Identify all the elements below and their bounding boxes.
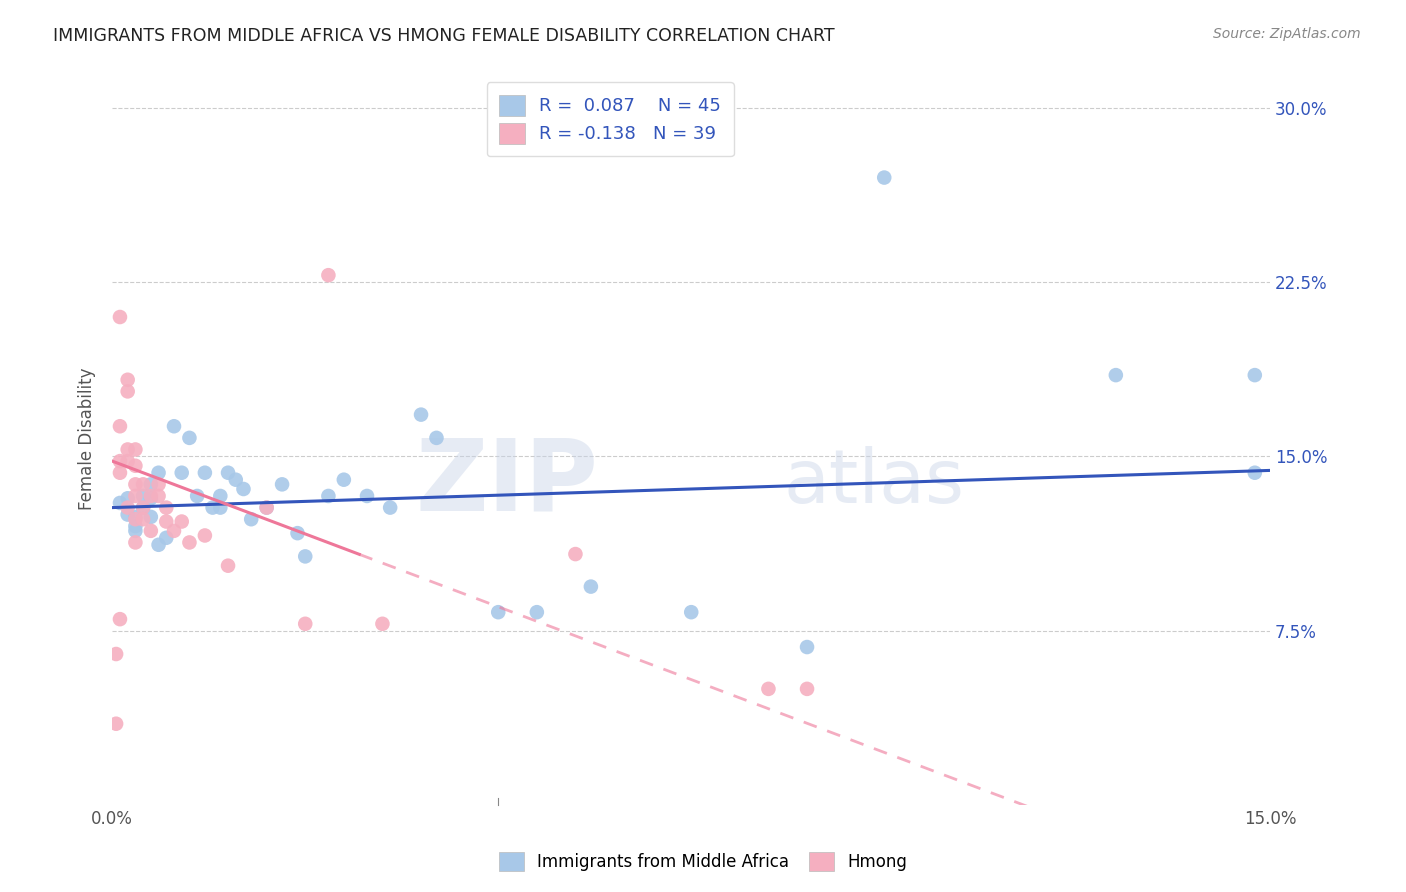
- Point: [124, 489, 146, 503]
- Point: [148, 477, 170, 491]
- Point: [148, 489, 170, 503]
- Point: [758, 681, 780, 696]
- Point: [108, 419, 131, 434]
- Point: [139, 491, 162, 506]
- Point: [209, 489, 232, 503]
- Point: [194, 528, 217, 542]
- Point: [186, 489, 208, 503]
- Point: [1105, 368, 1128, 383]
- Point: [105, 716, 128, 731]
- Point: [217, 466, 239, 480]
- Point: [117, 442, 139, 457]
- Point: [108, 466, 131, 480]
- Point: [873, 170, 896, 185]
- Point: [209, 500, 232, 515]
- Point: [217, 558, 239, 573]
- Point: [225, 473, 247, 487]
- Point: [117, 384, 139, 399]
- Point: [148, 538, 170, 552]
- Point: [170, 515, 193, 529]
- Point: [796, 681, 818, 696]
- Point: [139, 524, 162, 538]
- Point: [139, 509, 162, 524]
- Point: [124, 512, 146, 526]
- Point: [124, 442, 146, 457]
- Y-axis label: Female Disability: Female Disability: [79, 368, 96, 510]
- Point: [333, 473, 356, 487]
- Point: [318, 268, 340, 282]
- Point: [108, 496, 131, 510]
- Point: [132, 489, 155, 503]
- Point: [526, 605, 548, 619]
- Point: [179, 535, 201, 549]
- Point: [139, 489, 162, 503]
- Text: ZIP: ZIP: [416, 434, 599, 532]
- Point: [108, 310, 131, 324]
- Point: [124, 458, 146, 473]
- Point: [378, 500, 401, 515]
- Point: [148, 466, 170, 480]
- Point: [1243, 466, 1265, 480]
- Point: [294, 549, 316, 564]
- Point: [371, 616, 394, 631]
- Point: [132, 500, 155, 515]
- Point: [132, 477, 155, 491]
- Legend: Immigrants from Middle Africa, Hmong: Immigrants from Middle Africa, Hmong: [491, 843, 915, 880]
- Point: [409, 408, 432, 422]
- Point: [124, 535, 146, 549]
- Point: [179, 431, 201, 445]
- Point: [287, 526, 309, 541]
- Point: [117, 500, 139, 515]
- Point: [1243, 368, 1265, 383]
- Point: [425, 431, 447, 445]
- Point: [155, 515, 177, 529]
- Point: [170, 466, 193, 480]
- Text: IMMIGRANTS FROM MIDDLE AFRICA VS HMONG FEMALE DISABILITY CORRELATION CHART: IMMIGRANTS FROM MIDDLE AFRICA VS HMONG F…: [53, 27, 835, 45]
- Point: [124, 524, 146, 538]
- Point: [132, 500, 155, 515]
- Point: [256, 500, 278, 515]
- Point: [155, 500, 177, 515]
- Point: [124, 477, 146, 491]
- Point: [681, 605, 703, 619]
- Point: [117, 508, 139, 522]
- Point: [117, 373, 139, 387]
- Point: [796, 640, 818, 654]
- Point: [294, 616, 316, 631]
- Text: Source: ZipAtlas.com: Source: ZipAtlas.com: [1213, 27, 1361, 41]
- Point: [163, 524, 186, 538]
- Point: [105, 647, 128, 661]
- Point: [108, 612, 131, 626]
- Point: [117, 454, 139, 468]
- Point: [271, 477, 294, 491]
- Point: [232, 482, 254, 496]
- Point: [240, 512, 263, 526]
- Point: [356, 489, 378, 503]
- Legend: R =  0.087    N = 45, R = -0.138   N = 39: R = 0.087 N = 45, R = -0.138 N = 39: [486, 82, 734, 156]
- Point: [139, 477, 162, 491]
- Point: [564, 547, 586, 561]
- Point: [194, 466, 217, 480]
- Point: [318, 489, 340, 503]
- Point: [163, 419, 186, 434]
- Point: [132, 512, 155, 526]
- Point: [124, 509, 146, 524]
- Point: [117, 491, 139, 506]
- Point: [486, 605, 509, 619]
- Point: [579, 580, 602, 594]
- Point: [155, 531, 177, 545]
- Point: [201, 500, 224, 515]
- Point: [108, 454, 131, 468]
- Point: [124, 519, 146, 533]
- Text: atlas: atlas: [785, 447, 965, 519]
- Point: [256, 500, 278, 515]
